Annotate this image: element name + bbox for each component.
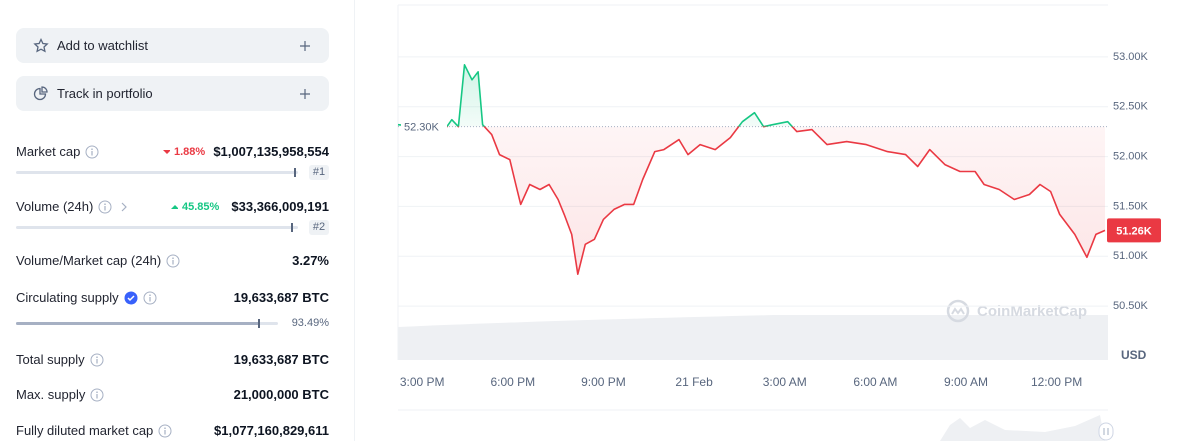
navigator-handle[interactable] — [1098, 422, 1114, 441]
stat-label: Circulating supply — [16, 290, 157, 305]
price-chart: CoinMarketCap 50.50K 51.00K 51.50K 52.00K 52… — [397, 4, 1161, 441]
stat-value: 19,633,687 BTC — [233, 290, 329, 305]
y-tick-label: 51.00K — [1113, 250, 1149, 262]
stat-value: 21,000,000 BTC — [233, 387, 329, 402]
info-icon — [158, 424, 172, 437]
watermark-text: CoinMarketCap — [977, 303, 1087, 320]
y-tick-label: 51.50K — [1113, 200, 1149, 212]
price-area — [398, 64, 1105, 275]
handle-grip — [1103, 428, 1109, 435]
sidebar: Add to watchlist Track in portfolio Mark… — [0, 0, 355, 441]
x-tick-label: 6:00 AM — [853, 375, 897, 389]
rank-badge: #2 — [309, 220, 329, 235]
stat-label-text: Market cap — [16, 144, 81, 159]
stat-label-text: Total supply — [16, 352, 85, 367]
y-tick-label: 53.00K — [1113, 51, 1149, 63]
info-icon — [98, 200, 112, 213]
watermark: CoinMarketCap — [946, 299, 1087, 323]
baseline-label-bg — [401, 118, 447, 135]
x-tick-label: 12:00 PM — [1031, 375, 1082, 389]
rank-tick — [291, 223, 293, 232]
info-icon — [143, 291, 157, 304]
x-tick-label: 3:00 AM — [763, 375, 807, 389]
last-price-tag — [1107, 218, 1161, 243]
rank-tick — [294, 168, 296, 177]
stat-label: Total supply — [16, 352, 104, 367]
stat-label: Volume/Market cap (24h) — [16, 253, 180, 268]
x-tick-label: 21 Feb — [675, 375, 713, 389]
y-tick-label: 52.50K — [1113, 101, 1149, 113]
stat-label-text: Max. supply — [16, 387, 86, 402]
stat-value: $1,007,135,958,554 — [213, 144, 329, 159]
change-arrow — [171, 205, 178, 209]
stat-value: $1,077,160,829,611 — [214, 423, 329, 438]
change-value: 1.88% — [174, 146, 206, 158]
verified-badge — [124, 291, 138, 304]
stat-value: 19,633,687 BTC — [233, 352, 329, 367]
last-price-label: 51.26K — [1116, 225, 1152, 237]
stat-label: Market cap — [16, 144, 99, 159]
volume-area — [398, 315, 1108, 360]
stat-label: Fully diluted market cap — [16, 423, 172, 438]
stat-label: Max. supply — [16, 387, 104, 402]
info-icon — [85, 145, 99, 158]
price-line — [397, 64, 1106, 275]
baseline-label: 52.30K — [404, 122, 440, 134]
info-icon — [90, 353, 104, 366]
x-tick-label: 3:00 PM — [400, 375, 445, 389]
y-tick-label: 52.00K — [1113, 150, 1149, 162]
x-tick-label: 6:00 PM — [490, 375, 535, 389]
info-icon — [90, 388, 104, 401]
watchlist-button[interactable]: Add to watchlist — [16, 28, 329, 63]
x-tick-label: 9:00 PM — [581, 375, 626, 389]
stat-value: 3.27% — [292, 253, 329, 268]
change-arrow — [163, 150, 170, 154]
star-icon — [33, 38, 49, 53]
supply-tick — [258, 319, 260, 328]
stat-label-text: Circulating supply — [16, 290, 119, 305]
rank-bar — [16, 223, 298, 232]
y-unit-label: USD — [1121, 348, 1147, 362]
plus-icon — [300, 41, 310, 51]
change-value: 45.85% — [182, 201, 220, 213]
rank-badge: #1 — [309, 165, 329, 180]
supply-fill — [16, 322, 259, 325]
stat-label-text: Volume (24h) — [16, 199, 94, 214]
stat-label-text: Volume/Market cap (24h) — [16, 253, 162, 268]
info-icon — [166, 254, 180, 267]
stat-label: Volume (24h) — [16, 199, 131, 214]
pie-icon — [33, 86, 48, 101]
supply-bar — [16, 319, 278, 328]
x-tick-label: 9:00 AM — [944, 375, 988, 389]
stat-label-text: Fully diluted market cap — [16, 423, 154, 438]
rank-bar — [16, 168, 298, 177]
plus-icon — [300, 89, 310, 99]
y-tick-label: 50.50K — [1113, 300, 1149, 312]
stat-change: 45.85% — [168, 200, 219, 214]
supply-percent: 93.49% — [291, 317, 329, 329]
button-label: Track in portfolio — [57, 86, 153, 101]
portfolio-button[interactable]: Track in portfolio — [16, 76, 329, 111]
chevron-icon — [121, 202, 128, 211]
stat-change: 1.88% — [160, 145, 205, 159]
navigator-area — [940, 415, 1105, 441]
button-label: Add to watchlist — [57, 38, 149, 53]
stat-value: $33,366,009,191 — [231, 199, 329, 214]
